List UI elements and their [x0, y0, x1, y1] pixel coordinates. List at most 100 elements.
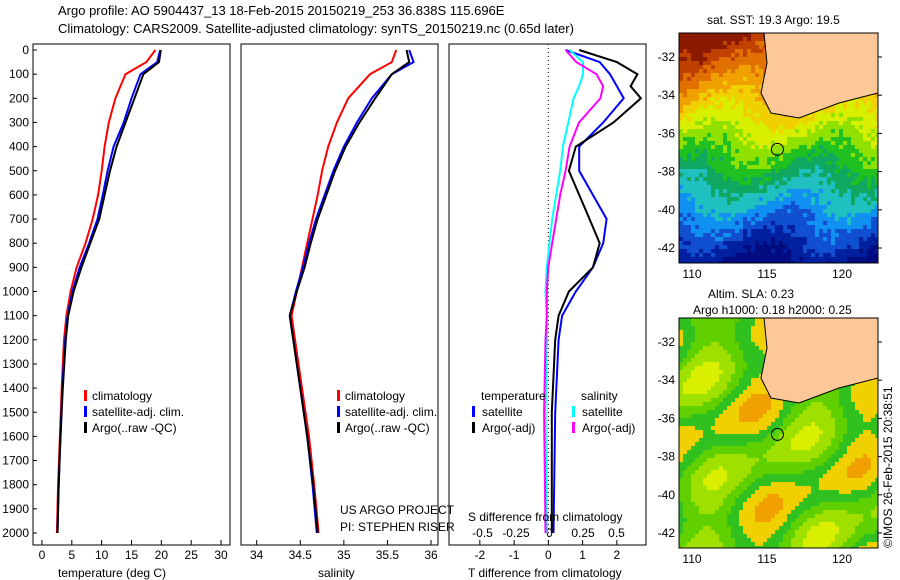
map-cell: [735, 93, 739, 97]
map-cell: [815, 398, 819, 402]
map-cell: [691, 253, 695, 257]
map-cell: [755, 225, 759, 229]
map-cell: [871, 430, 875, 434]
map-cell: [707, 446, 711, 450]
map-cell: [791, 177, 795, 181]
map-cell: [679, 378, 683, 382]
map-cell: [867, 181, 871, 185]
map-cell: [739, 185, 743, 189]
map-cell: [707, 141, 711, 145]
map-cell: [827, 181, 831, 185]
map-cell: [735, 145, 739, 149]
map-cell: [739, 257, 743, 261]
map-cell: [783, 137, 787, 141]
map-cell: [859, 133, 863, 137]
map-cell: [727, 73, 731, 77]
map-cell: [835, 426, 839, 430]
map-cell: [799, 129, 803, 133]
map-cell: [731, 133, 735, 137]
map-cell: [843, 442, 847, 446]
map-cell: [807, 442, 811, 446]
map-cell: [755, 101, 759, 105]
map-cell: [703, 89, 707, 93]
sla-map: 110 115 120-32-34-36-38-40-42: [658, 318, 882, 566]
map-cell: [715, 209, 719, 213]
map-cell: [679, 117, 683, 121]
map-cell: [739, 45, 743, 49]
map-cell: [731, 169, 735, 173]
map-cell: [847, 386, 851, 390]
map-cell: [831, 426, 835, 430]
map-cell: [811, 430, 815, 434]
map-cell: [755, 61, 759, 65]
map-cell: [703, 470, 707, 474]
map-cell: [715, 402, 719, 406]
map-cell: [807, 233, 811, 237]
map-cell: [859, 101, 863, 105]
map-cell: [763, 221, 767, 225]
map-cell: [839, 466, 843, 470]
map-cell: [679, 197, 683, 201]
map-cell: [747, 334, 751, 338]
map-cell: [767, 257, 771, 261]
map-cell: [755, 358, 759, 362]
map-cell: [847, 137, 851, 141]
map-cell: [851, 109, 855, 113]
map-cell: [699, 374, 703, 378]
map-cell: [871, 141, 875, 145]
map-cell: [739, 109, 743, 113]
map-cell: [791, 466, 795, 470]
map-cell: [843, 193, 847, 197]
map-cell: [743, 45, 747, 49]
map-cell: [827, 121, 831, 125]
map-cell: [723, 330, 727, 334]
map-cell: [723, 105, 727, 109]
map-cell: [747, 370, 751, 374]
map-cell: [775, 450, 779, 454]
map-cell: [823, 181, 827, 185]
map-cell: [683, 61, 687, 65]
map-cell: [819, 133, 823, 137]
map-cell: [835, 157, 839, 161]
map-cell: [731, 402, 735, 406]
series-line-satellite-adj-clim-: [290, 50, 414, 533]
map-cell: [823, 398, 827, 402]
map-cell: [767, 209, 771, 213]
map-cell: [719, 105, 723, 109]
map-cell: [815, 193, 819, 197]
map-cell: [755, 193, 759, 197]
map-cell: [735, 161, 739, 165]
map-cell: [747, 414, 751, 418]
map-cell: [707, 334, 711, 338]
map-cell: [863, 125, 867, 129]
map-cell: [683, 334, 687, 338]
map-cell: [763, 185, 767, 189]
map-cell: [687, 245, 691, 249]
map-cell: [787, 117, 791, 121]
map-cell: [723, 165, 727, 169]
map-cell: [787, 133, 791, 137]
map-cell: [699, 358, 703, 362]
map-cell: [771, 225, 775, 229]
map-cell: [799, 173, 803, 177]
map-cell: [787, 402, 791, 406]
x-tick-label: -2: [474, 548, 485, 562]
map-cell: [731, 438, 735, 442]
map-cell: [811, 137, 815, 141]
map-cell: [695, 398, 699, 402]
project-name: US ARGO PROJECT: [340, 503, 455, 517]
map-cell: [795, 458, 799, 462]
map-cell: [695, 382, 699, 386]
map-cell: [727, 185, 731, 189]
map-cell: [819, 221, 823, 225]
map-cell: [695, 161, 699, 165]
map1-title: sat. SST: 19.3 Argo: 19.5: [707, 13, 840, 27]
map-cell: [695, 125, 699, 129]
map-cell: [827, 225, 831, 229]
map-cell: [795, 125, 799, 129]
map-cell: [823, 257, 827, 261]
map-cell: [731, 366, 735, 370]
map-cell: [679, 390, 683, 394]
map-cell: [739, 97, 743, 101]
map-cell: [775, 470, 779, 474]
